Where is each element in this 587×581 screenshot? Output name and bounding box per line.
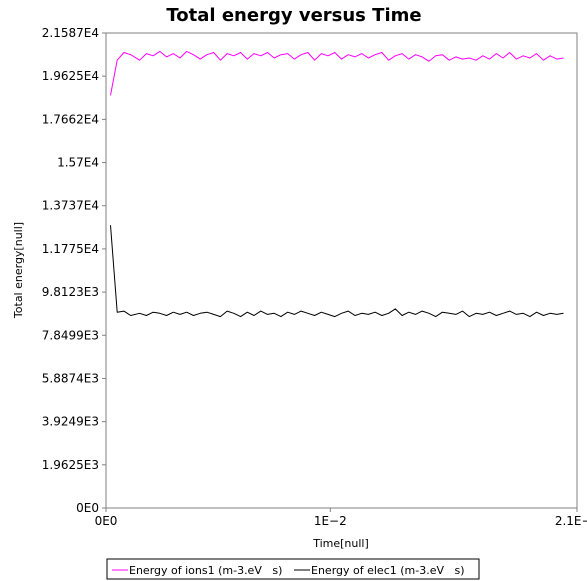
y-tick-label: 7.8499E3 — [42, 328, 99, 342]
y-tick-label: 2.1587E4 — [42, 26, 99, 40]
series-line-ions1 — [110, 50, 564, 96]
x-tick-label: 0E0 — [95, 514, 118, 528]
legend: Energy of ions1 (m-3.eV s) Energy of ele… — [106, 558, 480, 580]
series-line-elec1 — [110, 225, 564, 318]
y-axis-ticks: 0E0 1.9625E3 3.9249E3 5.8874E3 7.8499E3 9.812… — [42, 26, 106, 515]
series-lines — [110, 50, 564, 318]
y-tick-label: 1.9625E3 — [42, 458, 99, 472]
chart-title: Total energy versus Time — [166, 5, 421, 26]
y-tick-label: 0E0 — [76, 501, 99, 515]
y-tick-label: 1.7662E4 — [42, 112, 99, 126]
y-tick-label: 1.9625E4 — [42, 69, 99, 83]
y-axis-label: Total energy[null] — [12, 222, 25, 319]
legend-label-elec1: Energy of elec1 (m-3.eV s) — [311, 564, 465, 577]
y-tick-label: 1.1775E4 — [42, 242, 99, 256]
x-tick-label: 2.1E−2 — [555, 514, 587, 528]
legend-label-ions1: Energy of ions1 (m-3.eV s) — [129, 564, 282, 577]
legend-box — [106, 558, 480, 580]
y-tick-label: 1.57E4 — [57, 156, 99, 170]
y-tick-label: 1.3737E4 — [42, 199, 99, 213]
x-axis-ticks: 0E0 1E−2 2.1E−2 — [95, 508, 587, 528]
x-tick-label: 1E−2 — [314, 514, 347, 528]
y-tick-label: 3.9249E3 — [42, 415, 99, 429]
x-axis-label: Time[null] — [312, 537, 369, 550]
y-tick-label: 5.8874E3 — [42, 371, 99, 385]
plot-area — [105, 32, 578, 509]
y-tick-label: 9.8123E3 — [42, 285, 99, 299]
